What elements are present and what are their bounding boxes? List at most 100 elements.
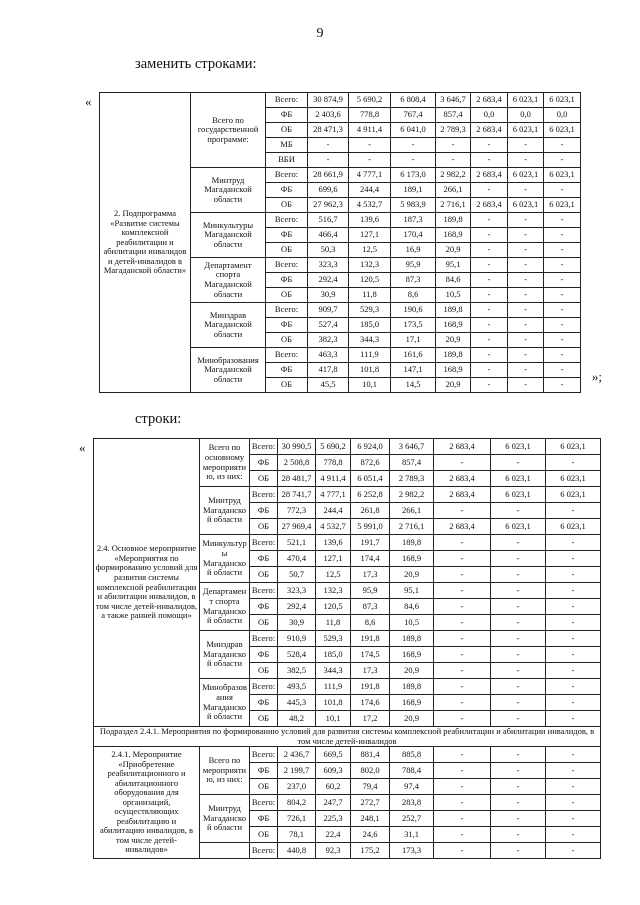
value-cell: - [545,678,601,695]
value-cell: 2 982,2 [435,167,471,183]
value-cell: 12,5 [315,566,351,583]
value-cell: 804,2 [277,794,316,812]
table-row: ФБ 699,6 244,4 189,1 266,1- - - [100,182,581,198]
value-cell: 6 023,1 [490,518,546,535]
value-cell: 20,9 [435,377,471,393]
value-cell: 2 683,4 [433,470,491,487]
value-cell: 168,9 [389,550,434,567]
value-cell: 6 023,1 [545,518,601,535]
value-cell: - [470,302,508,318]
value-cell: - [507,272,544,288]
table-row: ОБ 30,9 11,8 8,6 10,5- - - [94,614,601,631]
funding-source-cell: Всего: [249,582,278,599]
table-row: Минкультуры Магаданской области Всего: 521… [94,534,601,583]
value-cell: 11,8 [348,287,391,303]
value-cell: 95,1 [435,257,471,273]
value-cell: 261,8 [350,502,390,519]
value-cell: 778,8 [315,454,351,471]
value-cell: 872,6 [350,454,390,471]
funding-source-cell: ФБ [249,454,278,471]
value-cell: - [470,332,508,348]
value-cell: - [545,810,601,828]
funding-source-cell: Всего: [265,347,308,363]
value-cell: 8,6 [350,614,390,631]
value-cell: - [390,137,436,153]
value-cell: 20,9 [389,566,434,583]
funding-source-cell: ФБ [265,107,308,123]
value-cell: - [543,347,581,363]
value-cell: - [545,842,601,860]
value-cell: 493,5 [277,678,316,695]
funding-source-cell: ФБ [249,646,278,663]
value-cell: 669,5 [315,746,351,764]
value-cell: 84,6 [389,598,434,615]
value-cell: - [545,614,601,631]
value-cell: 6 023,1 [507,167,544,183]
funding-source-cell: ФБ [265,182,308,198]
agency-cell: Департамент спорта Магаданской области [199,582,250,631]
value-cell: - [433,614,491,631]
value-cell: - [490,534,546,551]
funding-source-cell: Всего: [265,257,308,273]
funding-source-cell: ФБ [249,694,278,711]
value-cell: 323,3 [307,257,349,273]
value-cell: 132,3 [348,257,391,273]
value-cell: 445,3 [277,694,316,711]
value-cell: - [490,810,546,828]
table-row: 2.4.1. Мероприятие «Приобретение реабили… [93,746,601,860]
value-cell: - [470,212,508,228]
table-row: ФБ 527,4 185,0 173,5 168,9- - - [100,317,581,333]
value-cell: - [490,582,546,599]
funding-source-cell: ОБ [249,470,278,487]
funding-source-cell: ОБ [249,710,278,727]
value-cell: 6 023,1 [543,197,581,213]
table-row: ОБ 27 962,3 4 532,7 5 983,9 2 716,1 2 683,4 6 … [100,197,581,213]
value-cell: - [545,762,601,780]
value-cell: 17,2 [350,710,390,727]
table-row: Минздрав Магаданской области Всего: 909,7 5… [100,302,581,348]
table-row: ФБ 470,4 127,1 174,4 168,9- - - [94,550,601,567]
value-cell: 168,9 [389,646,434,663]
value-cell: - [348,152,391,168]
value-cell: - [470,377,508,393]
value-cell: 60,2 [315,778,351,796]
value-cell: - [543,212,581,228]
value-cell: 4 777,1 [315,486,351,503]
value-cell: 225,3 [315,810,351,828]
value-cell: 95,9 [390,257,436,273]
value-cell: 2 403,6 [307,107,349,123]
table-row: 2.4. Основное мероприятие «Мероприятия п… [93,438,601,727]
value-cell: 50,3 [307,242,349,258]
value-cell: 5 690,2 [315,438,351,455]
value-cell: 2 683,4 [433,486,491,503]
value-cell: - [470,317,508,333]
value-cell: 247,7 [315,794,351,812]
value-cell: 283,8 [389,794,434,812]
value-cell: - [507,182,544,198]
value-cell: 885,8 [389,746,434,764]
table-row: ФБ 466,4 127,1 170,4 168,9- - - [100,227,581,243]
value-cell: 292,4 [307,272,349,288]
value-cell: 20,9 [389,662,434,679]
value-cell: 191,8 [350,630,390,647]
value-cell: 266,1 [435,182,471,198]
funding-source-cell: ОБ [265,122,308,138]
value-cell: 189,1 [390,182,436,198]
value-cell: - [490,826,546,844]
value-cell: 189,8 [389,678,434,695]
value-cell: 120,5 [348,272,391,288]
value-cell: 6 808,4 [390,92,436,108]
value-cell: 417,8 [307,362,349,378]
value-cell: 244,4 [315,502,351,519]
funding-source-cell: ОБ [265,332,308,348]
value-cell: 292,4 [277,598,316,615]
value-cell: 22,4 [315,826,351,844]
value-cell: - [490,566,546,583]
table-row: Департамент спорта Магаданской области Вс… [94,582,601,631]
value-cell: - [490,794,546,812]
value-cell: 30 874,9 [307,92,349,108]
value-cell: 189,8 [435,347,471,363]
value-cell: - [490,614,546,631]
value-cell: - [307,152,349,168]
value-cell: 344,3 [348,332,391,348]
